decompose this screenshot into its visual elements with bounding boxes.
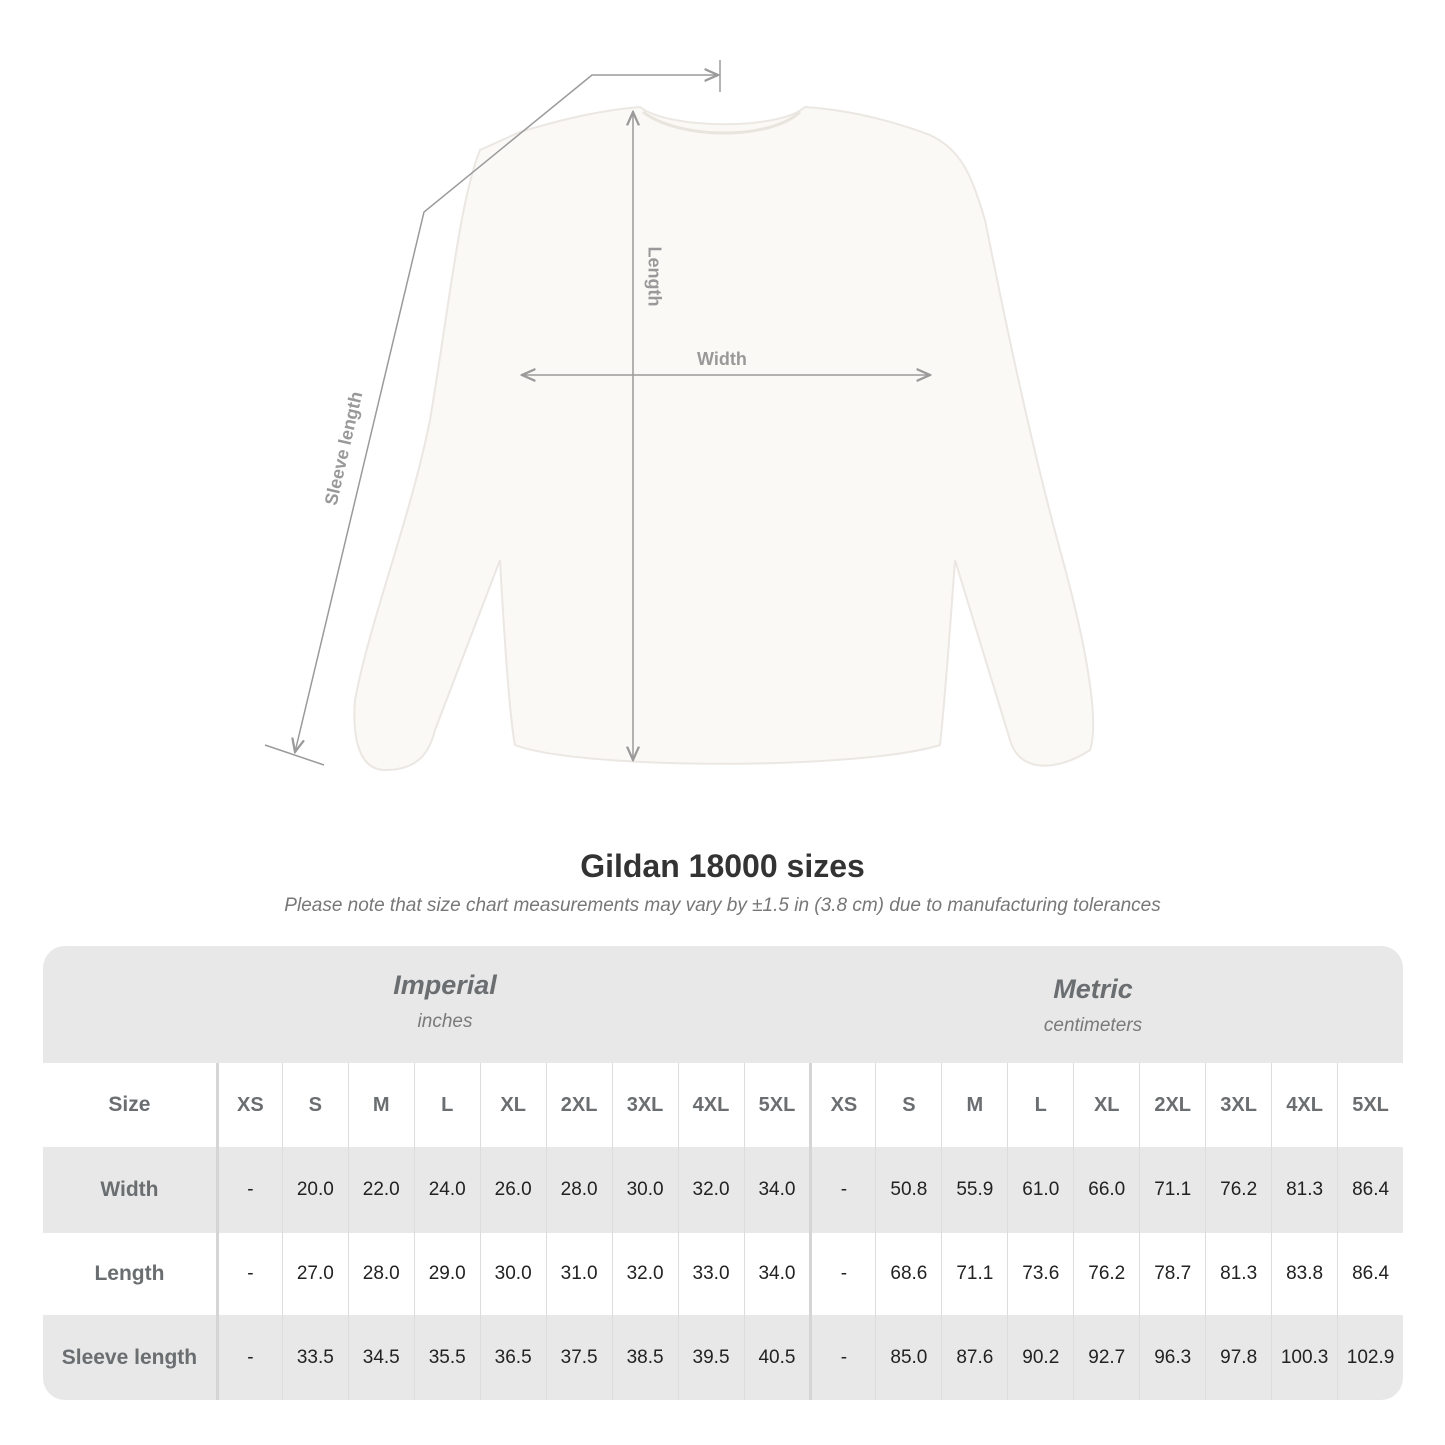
imperial-value-cell: 26.0 [479,1147,546,1233]
metric-value-cell: 100.3 [1271,1315,1337,1400]
imperial-title: Imperial [393,970,497,1000]
imperial-value-cell: 39.5 [677,1315,744,1400]
metric-value-cell: 78.7 [1139,1233,1205,1315]
page-title: Gildan 18000 sizes [580,848,865,884]
metric-value-cell: 76.2 [1205,1147,1271,1233]
imperial-unit: inches [417,1011,473,1032]
metric-value-cell: 86.4 [1337,1147,1403,1233]
table-row: Sleeve length -33.5 34.5 35.5 36.5 37.5 38.5 39… [43,1315,1403,1400]
imperial-value-cell: 29.0 [413,1233,480,1315]
imperial-value-cell: - [215,1315,282,1400]
width-label: Width [697,349,747,369]
row-label: Size [108,1093,151,1116]
metric-value-cell: 66.0 [1073,1147,1139,1233]
metric-value-cell: 68.6 [875,1233,941,1315]
metric-size-header: L [1007,1063,1073,1147]
imperial-value-cell: - [215,1233,282,1315]
metric-size-header: XL [1073,1063,1139,1147]
metric-value-cell: 73.6 [1007,1233,1073,1315]
metric-value-cell: 86.4 [1337,1233,1403,1315]
imperial-header: Imperial inches [185,970,705,1033]
metric-value-cell: 81.3 [1205,1233,1271,1315]
metric-value-cell: 102.9 [1337,1315,1403,1400]
imperial-value-cell: 30.0 [479,1233,546,1315]
size-header-row: Size XS S M L XL 2XL 3XL 4XL 5XL XS S M L XL 2XL 3XL 4XL 5… [43,1063,1403,1147]
metric-value-cell: 96.3 [1139,1315,1205,1400]
metric-unit: centimeters [1043,1015,1143,1036]
imperial-size-header: XL [479,1063,546,1147]
metric-value-cell: 87.6 [941,1315,1007,1400]
metric-value-cell: 85.0 [875,1315,941,1400]
measurement-lines [264,60,930,766]
metric-size-header: M [941,1063,1007,1147]
imperial-value-cell: 28.0 [347,1233,414,1315]
row-label: Length [94,1262,165,1285]
imperial-size-header: 5XL [743,1063,810,1147]
imperial-value-cell: 33.0 [677,1233,744,1315]
metric-value-cell: 71.1 [941,1233,1007,1315]
imperial-value-cell: 38.5 [611,1315,678,1400]
metric-size-header: 2XL [1139,1063,1205,1147]
imperial-size-header: XS [215,1063,282,1147]
imperial-value-cell: 33.5 [281,1315,348,1400]
metric-value-cell: 71.1 [1139,1147,1205,1233]
metric-value-cell: - [809,1233,875,1315]
imperial-value-cell: 24.0 [413,1147,480,1233]
table-row: Length -27.0 28.0 29.0 30.0 31.0 32.0 33.0 34.0-… [43,1233,1403,1315]
metric-value-cell: 61.0 [1007,1147,1073,1233]
metric-value-cell: 81.3 [1271,1147,1337,1233]
metric-size-header: 5XL [1337,1063,1403,1147]
imperial-value-cell: - [215,1147,282,1233]
metric-size-header: XS [809,1063,875,1147]
metric-value-cell: 50.8 [875,1147,941,1233]
imperial-size-header: L [413,1063,480,1147]
imperial-size-header: 2XL [545,1063,612,1147]
metric-size-header: 3XL [1205,1063,1271,1147]
imperial-value-cell: 34.5 [347,1315,414,1400]
tolerance-note: Please note that size chart measurements… [284,895,1161,916]
metric-value-cell: 92.7 [1073,1315,1139,1400]
metric-value-cell: 76.2 [1073,1233,1139,1315]
row-label: Sleeve length [61,1345,198,1369]
imperial-value-cell: 36.5 [479,1315,546,1400]
imperial-value-cell: 35.5 [413,1315,480,1400]
table-header-band: Imperial inches Metric centimeters [43,946,1403,1063]
imperial-value-cell: 40.5 [743,1315,810,1400]
imperial-value-cell: 27.0 [281,1233,348,1315]
imperial-size-header: M [347,1063,414,1147]
metric-size-header: 4XL [1271,1063,1337,1147]
sweatshirt-image [353,105,1095,772]
imperial-size-header: 4XL [677,1063,744,1147]
imperial-value-cell: 37.5 [545,1315,612,1400]
imperial-value-cell: 32.0 [677,1147,744,1233]
sweatshirt-diagram [264,60,1095,772]
row-label: Width [100,1178,159,1201]
metric-value-cell: 90.2 [1007,1315,1073,1400]
imperial-size-header: S [281,1063,348,1147]
length-label: Length [644,246,665,307]
imperial-size-header: 3XL [611,1063,678,1147]
size-table: Imperial inches Metric centimeters Size X… [43,946,1403,1400]
imperial-value-cell: 34.0 [743,1147,810,1233]
metric-title: Metric [1053,974,1133,1004]
metric-value-cell: 55.9 [941,1147,1007,1233]
imperial-value-cell: 34.0 [743,1233,810,1315]
table-row: Width -20.0 22.0 24.0 26.0 28.0 30.0 32.0 34.0-5… [43,1147,1403,1233]
metric-size-header: S [875,1063,941,1147]
metric-value-cell: 83.8 [1271,1233,1337,1315]
metric-value-cell: 97.8 [1205,1315,1271,1400]
imperial-value-cell: 20.0 [281,1147,348,1233]
metric-header: Metric centimeters [833,974,1353,1037]
metric-value-cell: - [809,1147,875,1233]
metric-value-cell: - [809,1315,875,1400]
imperial-value-cell: 32.0 [611,1233,678,1315]
imperial-value-cell: 30.0 [611,1147,678,1233]
imperial-value-cell: 22.0 [347,1147,414,1233]
imperial-value-cell: 28.0 [545,1147,612,1233]
imperial-value-cell: 31.0 [545,1233,612,1315]
